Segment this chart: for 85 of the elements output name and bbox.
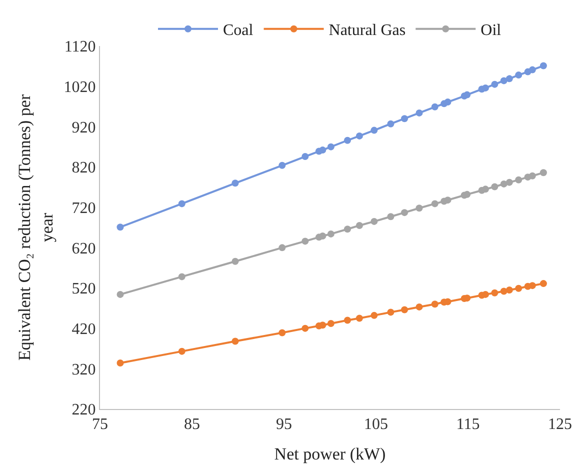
y-tick-label: 720 bbox=[72, 200, 96, 217]
point bbox=[416, 303, 423, 310]
point bbox=[401, 209, 408, 216]
point bbox=[116, 290, 124, 298]
y-tick-label: 820 bbox=[72, 160, 96, 177]
legend-label: Oil bbox=[480, 22, 502, 40]
y-tick-label: 420 bbox=[72, 320, 96, 338]
point bbox=[302, 324, 309, 332]
point bbox=[515, 284, 522, 292]
point bbox=[431, 300, 438, 308]
point bbox=[319, 146, 326, 154]
point bbox=[178, 273, 186, 280]
point bbox=[506, 286, 513, 294]
x-tick-label: 95 bbox=[276, 416, 292, 434]
y-axis-title: Equivalent CO₂ reduction (Tonnes) per year bbox=[15, 94, 56, 361]
point bbox=[327, 143, 334, 150]
point bbox=[528, 282, 536, 290]
point bbox=[344, 136, 351, 144]
x-tick-label: 105 bbox=[364, 416, 388, 434]
point bbox=[327, 320, 334, 327]
x-tick-label: 125 bbox=[548, 416, 572, 434]
point bbox=[370, 218, 378, 225]
point bbox=[401, 115, 408, 122]
point bbox=[416, 109, 423, 116]
point bbox=[319, 232, 326, 240]
point bbox=[232, 338, 239, 345]
point bbox=[491, 80, 498, 88]
point bbox=[356, 132, 363, 140]
x-tick-label: 115 bbox=[456, 416, 480, 434]
point bbox=[370, 312, 378, 319]
legend-label: Natural Gas bbox=[328, 22, 406, 40]
point bbox=[344, 226, 351, 233]
point bbox=[232, 180, 239, 187]
point bbox=[500, 180, 508, 188]
point bbox=[444, 98, 452, 106]
point bbox=[178, 348, 186, 355]
point bbox=[431, 200, 438, 208]
point bbox=[370, 126, 378, 134]
point bbox=[356, 314, 363, 322]
point bbox=[464, 190, 471, 198]
point bbox=[444, 196, 452, 204]
point bbox=[387, 213, 394, 220]
point bbox=[356, 222, 363, 229]
point bbox=[327, 230, 334, 238]
x-tick-label: 85 bbox=[184, 416, 200, 434]
point bbox=[506, 75, 513, 82]
point bbox=[491, 183, 498, 190]
point bbox=[302, 238, 309, 245]
x-tick-label: 75 bbox=[92, 416, 108, 434]
point bbox=[232, 258, 239, 265]
point bbox=[515, 72, 522, 79]
point bbox=[464, 91, 471, 98]
point bbox=[515, 176, 522, 184]
y-tick-label: 320 bbox=[72, 361, 96, 378]
y-tick-label: 220 bbox=[72, 402, 96, 419]
point bbox=[319, 322, 326, 329]
point bbox=[491, 289, 498, 296]
point bbox=[528, 172, 536, 180]
y-tick-label: 1020 bbox=[64, 78, 96, 96]
point bbox=[302, 153, 309, 160]
point bbox=[540, 280, 547, 288]
y-tick-label: 1120 bbox=[64, 38, 96, 56]
point bbox=[116, 224, 124, 231]
point bbox=[416, 204, 423, 212]
point bbox=[278, 329, 286, 336]
point bbox=[482, 84, 489, 92]
x-axis-title: Net power (kW) bbox=[274, 444, 386, 464]
y-tick-label: 920 bbox=[72, 119, 96, 136]
point bbox=[431, 103, 438, 110]
point bbox=[344, 316, 351, 324]
point bbox=[278, 162, 286, 169]
point bbox=[387, 120, 394, 128]
point bbox=[278, 244, 286, 252]
point bbox=[506, 178, 513, 186]
y-tick-label: 520 bbox=[72, 280, 96, 298]
legend-label: Coal bbox=[223, 22, 254, 40]
point bbox=[528, 66, 536, 74]
y-tick-label: 620 bbox=[72, 240, 96, 258]
point bbox=[401, 306, 408, 314]
point bbox=[540, 62, 547, 70]
point bbox=[116, 360, 124, 367]
point bbox=[540, 169, 547, 176]
point bbox=[178, 200, 186, 208]
point bbox=[387, 308, 394, 316]
point bbox=[482, 186, 489, 193]
